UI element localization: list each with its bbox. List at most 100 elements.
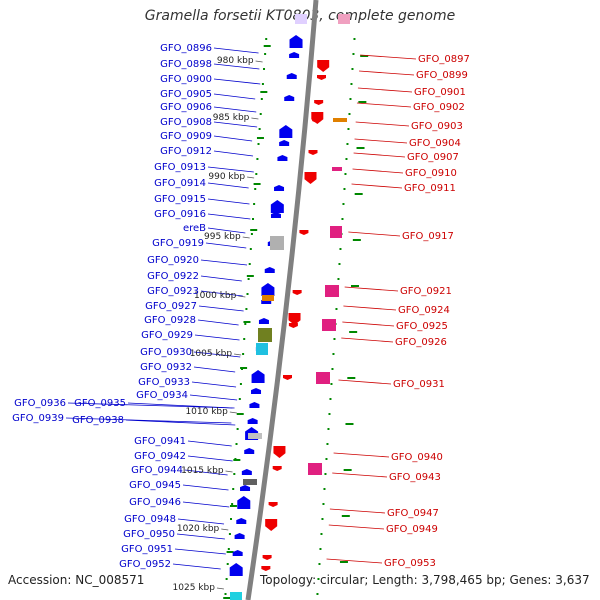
tick-dot (343, 188, 346, 190)
plus-gene-arrow (229, 563, 243, 576)
tick-dot (339, 248, 342, 250)
right-connector (326, 558, 383, 564)
left-connector (67, 402, 235, 409)
tick-dot (319, 548, 322, 550)
tick-dot (322, 503, 325, 505)
tick-dot (247, 278, 250, 280)
right-gene-label: GFO_0902 (413, 102, 465, 113)
left-connector (184, 469, 228, 476)
tick-dot (253, 203, 256, 205)
left-connector (213, 106, 257, 113)
tick-dot (231, 503, 234, 505)
plus-gene-arrow (270, 200, 284, 213)
tick-dot (232, 488, 235, 490)
plus-gene-arrow (258, 318, 269, 324)
tick-dash (240, 367, 248, 369)
tick-dot (250, 233, 253, 235)
tick-dash (358, 101, 367, 103)
left-gene-label: GFO_0933 (138, 377, 190, 388)
minus-gene-arrow (317, 75, 326, 80)
tick-dot (350, 83, 353, 85)
tick-dash (229, 505, 237, 507)
left-connector (200, 259, 248, 266)
tick-dash (339, 561, 348, 563)
left-gene-label: GFO_0898 (160, 59, 212, 70)
tick-dot (316, 593, 319, 595)
right-connector (332, 472, 388, 478)
tick-dot (323, 488, 326, 490)
left-connector (197, 319, 239, 326)
right-gene-label: GFO_0940 (391, 452, 443, 463)
tick-dash (256, 137, 264, 139)
left-gene-label: GFO_0915 (154, 194, 206, 205)
left-connector (172, 563, 221, 570)
tick-dot (338, 263, 341, 265)
left-connector (182, 501, 230, 508)
left-gene-label: GFO_0916 (154, 209, 206, 220)
plus-gene-arrow (247, 418, 258, 424)
right-gene-label: GFO_0949 (386, 524, 438, 535)
tick-dot (320, 533, 323, 535)
tick-dash (226, 551, 234, 553)
left-gene-label: GFO_0935 (74, 398, 126, 409)
minus-gene-block (316, 372, 330, 384)
left-gene-label: GFO_0950 (123, 529, 175, 540)
tick-dash (233, 459, 241, 461)
left-connector (125, 419, 236, 426)
plus-gene-arrow (232, 550, 243, 556)
right-connector (356, 102, 412, 108)
backbone-line (245, 0, 319, 600)
right-connector (354, 138, 408, 144)
left-connector (187, 455, 233, 462)
right-gene-label: GFO_0901 (414, 87, 466, 98)
right-gene-label: GFO_0911 (404, 183, 456, 194)
minus-gene-block (332, 167, 342, 171)
minus-gene-arrow (268, 502, 278, 507)
kbp-tick-label: 995 kbp (204, 232, 241, 242)
left-gene-label: GFO_0896 (160, 43, 212, 54)
right-gene-label: GFO_0899 (416, 70, 468, 81)
right-gene-label: GFO_0947 (387, 508, 439, 519)
tick-dot (351, 68, 354, 70)
tick-dot (347, 128, 350, 130)
tick-dash (356, 147, 365, 149)
left-connector (213, 93, 256, 100)
left-gene-label: GFO_0932 (140, 362, 192, 373)
left-connector (207, 166, 254, 173)
tick-dash (352, 239, 361, 241)
left-connector (177, 518, 225, 525)
right-connector (343, 305, 397, 311)
minus-gene-arrow (272, 466, 282, 471)
minus-gene-block (308, 463, 322, 475)
tick-dash (341, 515, 350, 517)
left-gene-label: GFO_0922 (147, 271, 199, 282)
right-connector (351, 183, 403, 189)
tick-dash (343, 469, 352, 471)
minus-gene-arrow (312, 118, 322, 123)
tick-dot (258, 128, 261, 130)
tick-dot (236, 428, 239, 430)
tick-dash (349, 331, 358, 333)
left-gene-label: GFO_0936 (14, 398, 66, 409)
left-gene-label: GFO_0912 (160, 146, 212, 157)
tick-dash (253, 183, 261, 185)
tick-dot (321, 518, 324, 520)
left-connector (200, 290, 243, 297)
tick-dot (265, 38, 268, 40)
plus-gene-block (243, 479, 257, 485)
plus-gene-block (262, 295, 274, 301)
kbp-tick-line (234, 353, 242, 356)
tick-dot (349, 98, 352, 100)
tick-dot (330, 383, 333, 385)
left-gene-label: GFO_0929 (141, 330, 193, 341)
tick-dot (230, 518, 233, 520)
left-gene-label: GFO_0906 (160, 102, 212, 113)
tick-dash (345, 423, 354, 425)
right-connector (357, 87, 413, 93)
tick-dot (254, 188, 257, 190)
tick-dot (333, 338, 336, 340)
left-connector (193, 366, 236, 373)
plus-gene-block (230, 592, 242, 600)
plus-gene-arrow (240, 485, 251, 491)
left-connector (213, 135, 253, 142)
